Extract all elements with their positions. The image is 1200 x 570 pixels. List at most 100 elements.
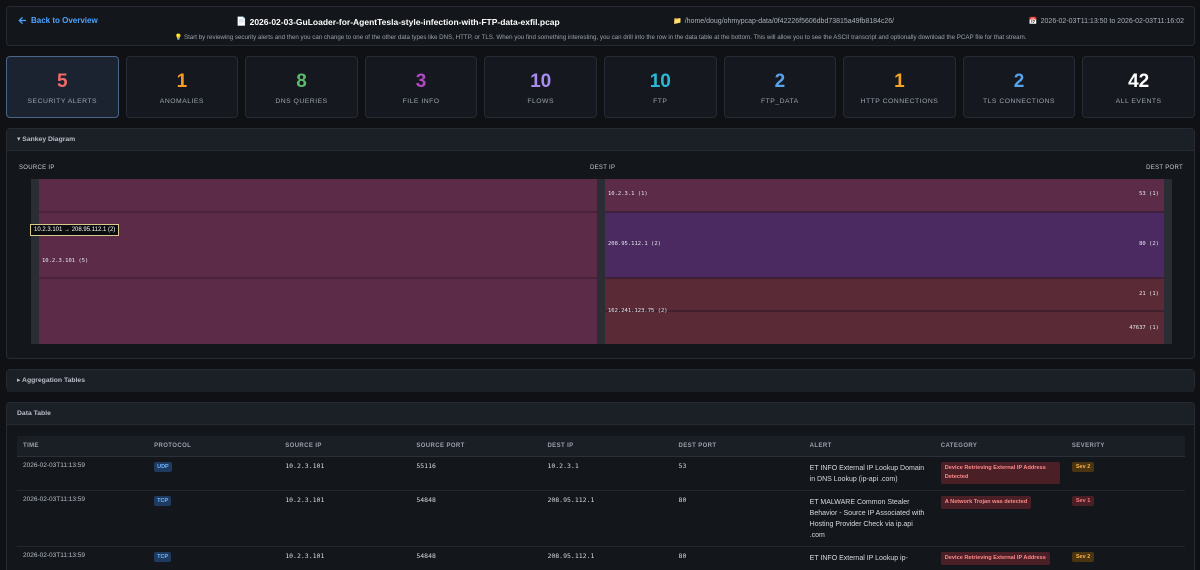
port-node-label-3: 21 (1) [1139,291,1159,297]
sankey-toggle[interactable]: ▾ Sankey Diagram [7,129,1194,151]
source-node-label: 10.2.3.101 (5) [42,258,89,264]
path-text: /home/doug/ohmypcap-data/0f42226f5606dbd… [684,17,895,25]
cell-source-port: 54848 [416,495,436,504]
file-header: Back to Overview 📄 2026-02-03-GuLoader-f… [6,6,1195,46]
cell-dest-ip: 208.95.112.1 [547,551,595,560]
data-table-title: Data Table [7,403,1194,425]
dest-node-label-2: 208.95.112.1 (2) [608,241,661,247]
table-row[interactable]: 2026-02-03T11:13:59 UDP 10.2.3.101 55116 10.… [17,456,1185,491]
stat-label: TLS CONNECTIONS [983,98,1056,105]
dest-port-column-label: DEST PORT [1146,165,1183,171]
column-header-severity[interactable]: SEVERITY [1065,436,1185,457]
hint-text: 💡 Start by reviewing security alerts and… [7,33,1194,41]
column-header-alert[interactable]: ALERT [803,436,935,457]
stat-count: 10 [530,71,552,92]
column-header-dest-ip[interactable]: DEST IP [541,436,673,457]
stat-label: SECURITY ALERTS [27,98,98,105]
table-header-row: TIME PROTOCOL SOURCE IP SOURCE PORT DEST IP D… [17,436,1185,457]
cell-time: 2026-02-03T11:13:59 [23,495,86,503]
stat-count: 10 [649,71,671,92]
sankey-link-port-21[interactable] [605,278,1164,311]
aggregation-panel: ▸ Aggregation Tables [6,369,1195,392]
stat-count: 8 [296,71,307,92]
sankey-link-port-47637[interactable] [605,311,1164,344]
cell-alert: ET INFO External IP Lookup Domain in DNS… [809,464,925,483]
stat-label: FTP [653,98,668,105]
stat-card-dns-queries[interactable]: 8 DNS QUERIES [245,56,358,118]
protocol-badge: TCP [154,495,172,506]
protocol-badge: TCP [154,551,172,562]
sankey-node-dest-2[interactable] [597,212,605,278]
aggregation-toggle[interactable]: ▸ Aggregation Tables [7,370,1194,392]
sankey-link-port-80[interactable] [605,212,1164,278]
cell-dest-ip: 208.95.112.1 [547,495,595,504]
sankey-panel: ▾ Sankey Diagram SOURCE IP DEST IP DEST … [6,128,1195,359]
stat-count: 3 [415,71,427,92]
cell-source-port: 55116 [416,461,436,470]
cell-dest-port: 53 [678,461,687,470]
stat-label: HTTP CONNECTIONS [860,98,939,105]
stat-card-file-info[interactable]: 3 FILE INFO [364,56,478,118]
port-node-label-1: 53 (1) [1139,191,1159,197]
stat-cards: 5 SECURITY ALERTS 1 ANOMALIES 8 DNS QUERIES 3 F… [6,56,1195,118]
stat-label: FILE INFO [402,98,440,105]
sankey-node-port-47637[interactable] [1164,311,1172,344]
cell-time: 2026-02-03T11:13:59 [23,461,86,469]
severity-badge: Sev 1 [1071,495,1095,506]
sankey-link-port-53[interactable] [605,179,1164,212]
column-header-dest-port[interactable]: DEST PORT [672,436,804,457]
sankey-link-http[interactable] [39,212,597,278]
cell-source-ip: 10.2.3.101 [285,551,325,560]
cell-source-ip: 10.2.3.101 [285,461,325,470]
cell-source-port: 54848 [416,551,436,560]
cell-dest-port: 80 [678,551,687,560]
column-header-protocol[interactable]: PROTOCOL [148,436,280,457]
column-header-time[interactable]: TIME [17,436,149,457]
document-icon: 📄 [236,16,247,26]
stat-label: ALL EVENTS [1115,98,1162,105]
stat-label: ANOMALIES [159,98,204,105]
stat-card-all-events[interactable]: 42 ALL EVENTS [1082,56,1195,118]
cell-dest-ip: 10.2.3.1 [547,461,579,470]
calendar-icon: 📅 [1028,18,1038,25]
sankey-node-dest-1[interactable] [597,179,605,212]
column-header-source-port[interactable]: SOURCE PORT [410,436,542,457]
sankey-link-dns[interactable] [39,179,597,212]
sankey-node-port-80[interactable] [1164,212,1172,278]
stat-label: FLOWS [527,98,554,105]
stat-card-ftp-data[interactable]: 2 FTP_DATA [723,56,837,118]
sankey-node-port-53[interactable] [1164,179,1172,212]
stat-card-anomalies[interactable]: 1 ANOMALIES [125,56,239,118]
time-range: 📅 2026-02-03T11:13:50 to 2026-02-03T11:1… [1028,17,1184,26]
sankey-node-dest-3[interactable] [597,278,605,344]
stat-card-flows[interactable]: 10 FLOWS [484,56,597,118]
data-table-panel: Data Table TIME PROTOCOL SOURCE IP SOURCE P… [6,402,1195,570]
cell-source-ip: 10.2.3.101 [285,495,325,504]
protocol-badge: UDP [154,461,172,472]
lightbulb-icon: 💡 [174,34,183,41]
cell-time: 2026-02-03T11:13:59 [23,551,86,559]
stat-card-security-alerts[interactable]: 5 SECURITY ALERTS [6,56,119,118]
severity-badge: Sev 2 [1071,461,1095,472]
pcap-filename: 📄 2026-02-03-GuLoader-for-AgentTesla-sty… [236,16,560,27]
category-badge: Device Retrieving External IP Address [940,551,1050,565]
time-range-text: 2026-02-03T11:13:50 to 2026-02-03T11:16:… [1040,17,1184,25]
stat-count: 2 [774,71,786,92]
data-table: TIME PROTOCOL SOURCE IP SOURCE PORT DEST IP D… [17,436,1185,570]
filename-text: 2026-02-03-GuLoader-for-AgentTesla-style… [249,16,560,27]
stat-card-ftp[interactable]: 10 FTP [603,56,717,118]
sankey-tooltip: 10.2.3.101 → 208.95.112.1 (2) [30,224,120,236]
sankey-link-ftp[interactable] [39,278,597,344]
stat-card-tls-connections[interactable]: 2 TLS CONNECTIONS [962,56,1076,118]
stat-count: 2 [1013,71,1025,92]
folder-icon: 📁 [673,18,682,25]
table-row[interactable]: 2026-02-03T11:13:59 TCP 10.2.3.101 54848 208… [17,546,1185,570]
back-to-overview-button[interactable]: Back to Overview [18,16,98,25]
stat-card-http-connections[interactable]: 1 HTTP CONNECTIONS [843,56,956,118]
sankey-node-source[interactable] [31,179,39,344]
column-header-source-ip[interactable]: SOURCE IP [279,436,411,457]
stat-count: 1 [176,71,188,92]
column-header-category[interactable]: CATEGORY [934,436,1066,457]
sankey-node-port-21[interactable] [1164,278,1172,311]
table-row[interactable]: 2026-02-03T11:13:59 TCP 10.2.3.101 54848 208… [17,490,1185,547]
